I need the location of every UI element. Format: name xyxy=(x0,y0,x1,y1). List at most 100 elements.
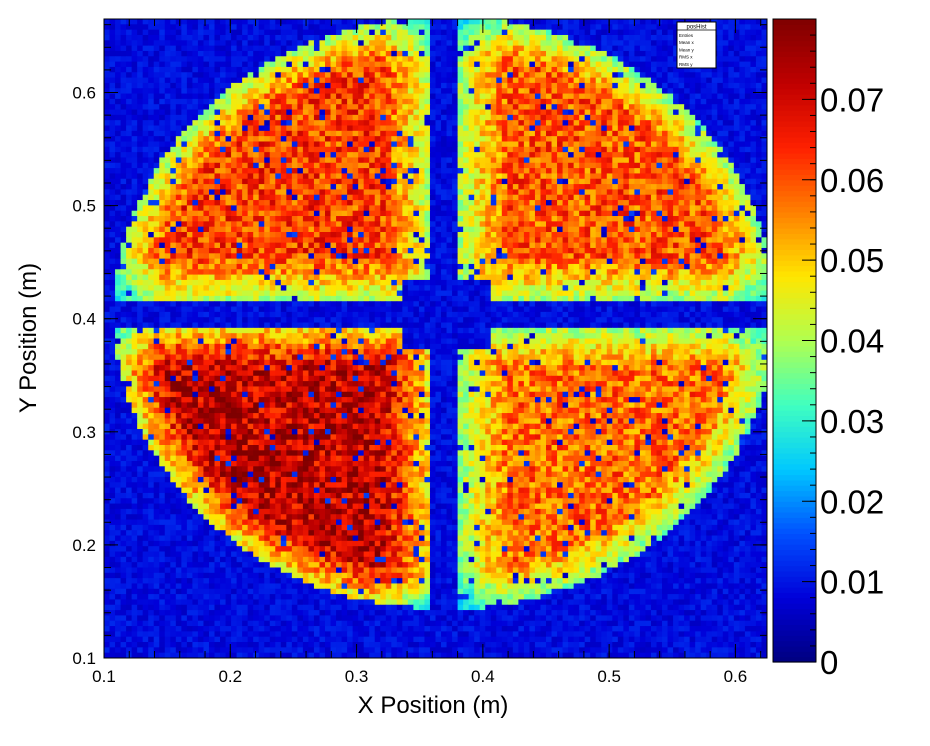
heatmap-cell xyxy=(684,141,691,148)
heatmap-cell xyxy=(446,162,453,169)
heatmap-cell xyxy=(231,109,237,116)
heatmap-cell xyxy=(203,120,210,126)
heatmap-cell xyxy=(540,40,547,47)
heatmap-cell xyxy=(639,194,646,201)
heatmap-cell xyxy=(153,45,160,52)
heatmap-cell xyxy=(468,82,475,89)
heatmap-cell xyxy=(540,226,547,233)
heatmap-cell xyxy=(739,34,746,41)
heatmap-cell xyxy=(750,200,757,206)
heatmap-cell xyxy=(540,98,547,105)
heatmap-cell xyxy=(573,232,580,238)
heatmap-cell xyxy=(512,152,519,158)
heatmap-cell xyxy=(308,40,315,47)
heatmap-cell xyxy=(148,237,155,244)
heatmap-cell xyxy=(148,61,155,68)
heatmap-cell xyxy=(253,120,260,126)
heatmap-cell xyxy=(208,226,215,233)
heatmap-cell xyxy=(313,189,320,196)
heatmap-cell xyxy=(352,200,359,206)
heatmap-cell xyxy=(380,77,387,84)
heatmap-cell xyxy=(656,157,663,164)
heatmap-cell xyxy=(441,34,447,41)
heatmap-cell xyxy=(291,61,298,68)
heatmap-cell xyxy=(706,152,713,158)
heatmap-cell xyxy=(275,29,282,36)
heatmap-cell xyxy=(115,109,121,116)
heatmap-cell xyxy=(568,141,575,148)
heatmap-cell xyxy=(650,194,657,201)
heatmap-cell xyxy=(551,109,558,116)
heatmap-cell xyxy=(512,61,519,68)
heatmap-cell xyxy=(446,141,453,148)
heatmap-cell xyxy=(104,77,110,84)
heatmap-cell xyxy=(546,200,552,206)
heatmap-cell xyxy=(645,173,652,180)
heatmap-cell xyxy=(325,168,331,174)
heatmap-cell xyxy=(551,98,558,105)
heatmap-cell xyxy=(120,88,127,94)
heatmap-cell xyxy=(590,152,597,158)
heatmap-cell xyxy=(595,157,602,164)
heatmap-cell xyxy=(336,210,342,217)
heatmap-cell xyxy=(662,136,668,142)
heatmap-cell xyxy=(336,141,342,148)
heatmap-cell xyxy=(645,40,652,47)
heatmap-cell xyxy=(700,168,707,174)
heatmap-cell xyxy=(413,82,420,89)
heatmap-cell xyxy=(656,24,663,31)
heatmap-cell xyxy=(639,104,646,110)
heatmap-cell xyxy=(192,40,199,47)
heatmap-cell xyxy=(126,72,133,78)
heatmap-cell xyxy=(352,120,359,126)
heatmap-cell xyxy=(628,88,635,94)
heatmap-cell xyxy=(667,194,674,201)
heatmap-cell xyxy=(606,72,613,78)
heatmap-cell xyxy=(722,29,729,36)
heatmap-cell xyxy=(347,178,354,185)
heatmap-cell xyxy=(700,98,707,105)
heatmap-cell xyxy=(568,114,575,121)
heatmap-cell xyxy=(501,136,508,142)
heatmap-cell xyxy=(164,24,171,31)
heatmap-cell xyxy=(363,226,370,233)
heatmap-cell xyxy=(120,168,127,174)
heatmap-cell xyxy=(131,178,138,185)
heatmap-cell xyxy=(247,205,254,212)
heatmap-cell xyxy=(181,152,188,158)
heatmap-cell xyxy=(501,24,508,31)
heatmap-cell xyxy=(247,189,254,196)
heatmap-cell xyxy=(341,93,348,100)
heatmap-cell xyxy=(385,93,392,100)
heatmap-cell xyxy=(689,114,696,121)
heatmap-cell xyxy=(358,205,365,212)
heatmap-cell xyxy=(623,61,630,68)
heatmap-cell xyxy=(297,200,304,206)
heatmap-cell xyxy=(523,104,530,110)
heatmap-cell xyxy=(678,141,685,148)
heatmap-cell xyxy=(601,56,608,62)
heatmap-cell xyxy=(380,82,387,89)
heatmap-cell xyxy=(413,136,420,142)
heatmap-cell xyxy=(435,77,442,84)
heatmap-cell xyxy=(523,216,530,222)
heatmap-cell xyxy=(645,205,652,212)
heatmap-cell xyxy=(628,114,635,121)
heatmap-cell xyxy=(429,141,436,148)
heatmap-cell xyxy=(468,152,475,158)
heatmap-cell xyxy=(662,72,668,78)
heatmap-cell xyxy=(363,120,370,126)
heatmap-cell xyxy=(617,82,624,89)
heatmap-cell xyxy=(722,168,729,174)
heatmap-cell xyxy=(733,50,740,57)
heatmap-cell xyxy=(573,24,580,31)
heatmap-cell xyxy=(628,221,635,228)
heatmap-cell xyxy=(490,114,497,121)
heatmap-cell xyxy=(424,77,431,84)
heatmap-cell xyxy=(507,56,514,62)
heatmap-cell xyxy=(678,130,685,137)
heatmap-cell xyxy=(159,146,166,153)
heatmap-cell xyxy=(612,19,619,25)
heatmap-cell xyxy=(341,50,348,57)
heatmap-cell xyxy=(617,130,624,137)
